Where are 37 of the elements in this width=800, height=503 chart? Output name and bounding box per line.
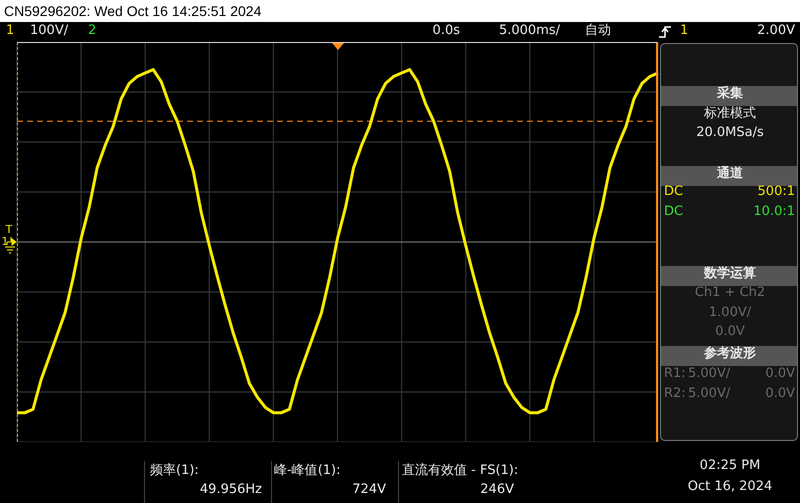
text: 数学运算 <box>702 266 757 282</box>
text: 10.0:1 <box>752 204 795 220</box>
text: 246V <box>479 482 514 498</box>
text: T <box>4 222 14 237</box>
text: 0.0V <box>764 386 795 402</box>
text: 500:1 <box>756 184 795 200</box>
text: 02:25 PM <box>698 458 762 474</box>
text: 5.00V/ <box>688 386 732 402</box>
text: 5.000ms/ <box>498 23 560 39</box>
text: 0.0s <box>432 23 460 39</box>
text: Oct 16, 2024 <box>686 479 774 495</box>
text: R1: <box>664 366 686 381</box>
text: 5.00V/ <box>688 366 732 382</box>
text: DC <box>664 204 684 220</box>
text: 采集 <box>716 86 744 102</box>
text: 直流有效值 - FS(1): <box>402 463 520 479</box>
text: Ch1 + Ch2 <box>694 285 766 301</box>
text: 通道 <box>716 166 744 182</box>
text: 参考波形 <box>703 346 757 362</box>
text: 0.0V <box>714 324 746 340</box>
text: 724V <box>351 482 386 498</box>
text: 2.00V <box>756 23 795 39</box>
text: 1 <box>6 23 16 39</box>
text: 49.956Hz <box>198 482 262 498</box>
text: R2: <box>664 386 686 401</box>
text: 2 <box>88 23 98 39</box>
text: 1 <box>680 23 690 39</box>
chart-title: CN59296202: Wed Oct 16 14:25:51 2024 <box>0 0 800 22</box>
text: 频率(1): <box>150 463 200 479</box>
text: 0.0V <box>764 366 795 382</box>
text: 100V/ <box>30 23 68 38</box>
text: 1.00V/ <box>708 305 752 321</box>
text: DC <box>664 184 684 200</box>
text: 峰-峰值(1): <box>274 463 342 479</box>
text: 标准模式 <box>703 106 757 122</box>
text: 20.0MSa/s <box>695 125 765 141</box>
text: 自动 <box>585 23 612 39</box>
